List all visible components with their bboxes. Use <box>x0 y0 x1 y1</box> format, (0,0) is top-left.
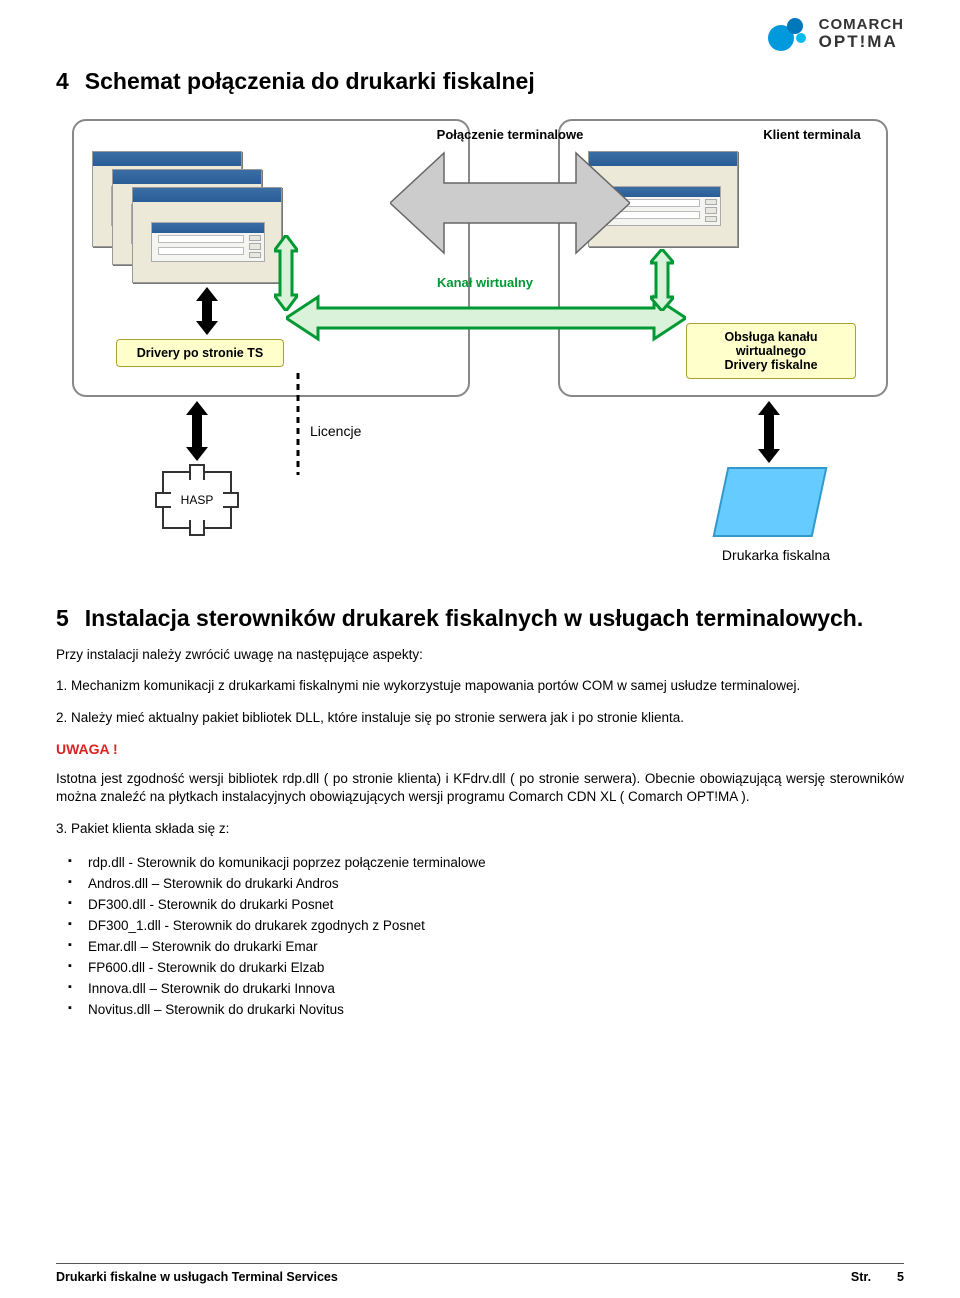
green-vertical-arrow <box>650 249 674 311</box>
logo-text: COMARCH OPT!MA <box>819 17 904 51</box>
hasp-icon: HASP <box>162 471 232 529</box>
vertical-arrow-icon <box>186 401 208 461</box>
vertical-arrow-icon <box>196 287 218 335</box>
obsluga-box: Obsługa kanału wirtualnego Drivery fiska… <box>686 323 856 379</box>
hasp-label: HASP <box>164 473 230 527</box>
drivery-ts-box: Drivery po stronie TS <box>116 339 284 367</box>
list-item: DF300.dll - Sterownik do drukarki Posnet <box>88 894 904 915</box>
page-footer: Drukarki fiskalne w usługach Terminal Se… <box>56 1263 904 1284</box>
label-polaczenie: Połączenie terminalowe <box>430 127 590 142</box>
section-4-heading: 4 Schemat połączenia do drukarki fiskaln… <box>56 68 904 95</box>
section-4-num: 4 <box>56 68 69 95</box>
list-item: rdp.dll - Sterownik do komunikacji poprz… <box>88 852 904 873</box>
label-klient-terminala: Klient terminala <box>746 127 878 142</box>
warning-label: UWAGA ! <box>56 741 904 757</box>
dashed-link-icon <box>294 373 302 475</box>
connection-diagram: Połączenie terminalowe Klient terminala … <box>56 107 904 577</box>
printer-icon <box>713 467 828 537</box>
section-4-title: Schemat połączenia do drukarki fiskalnej <box>85 68 904 95</box>
list-item: Andros.dll – Sterownik do drukarki Andro… <box>88 873 904 894</box>
intro-text: Przy instalacji należy zwrócić uwagę na … <box>56 646 904 664</box>
label-licencje: Licencje <box>310 423 361 439</box>
section-5-heading: 5 Instalacja sterowników drukarek fiskal… <box>56 605 904 632</box>
terminal-connection-arrow <box>390 143 630 263</box>
warning-text: Istotna jest zgodność wersji bibliotek r… <box>56 770 904 806</box>
point-3: 3. Pakiet klienta składa się z: <box>56 820 904 838</box>
virtual-channel-arrow <box>286 293 686 343</box>
section-5-num: 5 <box>56 605 69 632</box>
list-item: Innova.dll – Sterownik do drukarki Innov… <box>88 978 904 999</box>
header-logo: COMARCH OPT!MA <box>765 14 904 54</box>
dll-list: rdp.dll - Sterownik do komunikacji poprz… <box>56 852 904 1020</box>
ts-window-icon <box>132 187 282 283</box>
logo-sub: OPT!MA <box>819 32 898 51</box>
point-2: 2. Należy mieć aktualny pakiet bibliotek… <box>56 709 904 727</box>
footer-title: Drukarki fiskalne w usługach Terminal Se… <box>56 1270 338 1284</box>
vertical-arrow-icon <box>758 401 780 463</box>
list-item: DF300_1.dll - Sterownik do drukarek zgod… <box>88 915 904 936</box>
footer-str-label: Str. <box>851 1270 871 1284</box>
label-kanal-wirtualny: Kanał wirtualny <box>410 275 560 290</box>
green-vertical-arrow <box>274 235 298 311</box>
list-item: Emar.dll – Sterownik do drukarki Emar <box>88 936 904 957</box>
label-drukarka: Drukarka fiskalna <box>676 547 876 563</box>
point-1: 1. Mechanizm komunikacji z drukarkami fi… <box>56 677 904 695</box>
section-5-title: Instalacja sterowników drukarek fiskalny… <box>85 605 904 632</box>
list-item: FP600.dll - Sterownik do drukarki Elzab <box>88 957 904 978</box>
footer-page-num: 5 <box>897 1270 904 1284</box>
logo-blob-icon <box>765 14 811 54</box>
list-item: Novitus.dll – Sterownik do drukarki Novi… <box>88 999 904 1020</box>
logo-main: COMARCH <box>819 16 904 33</box>
